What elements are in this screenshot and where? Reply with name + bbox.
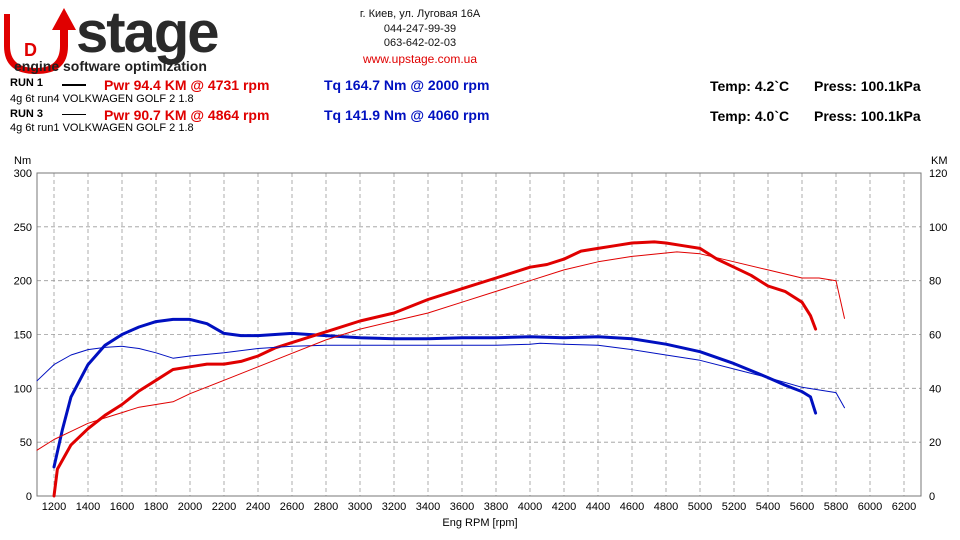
run1-description: 4g 6t run4 VOLKWAGEN GOLF 2 1.8 bbox=[10, 93, 194, 105]
run3-power-curve bbox=[36, 251, 845, 451]
run1-power-curve bbox=[52, 240, 818, 498]
run1-torque-curve bbox=[52, 317, 818, 469]
chart-grid bbox=[37, 172, 921, 497]
run3-temperature: Temp: 4.0`C bbox=[710, 108, 790, 124]
run3-line-swatch bbox=[62, 114, 86, 115]
run1-pressure: Press: 100.1kPa bbox=[814, 78, 921, 94]
x-tick-label: 5600 bbox=[790, 501, 814, 513]
y-axis-left-label: Nm bbox=[14, 155, 31, 167]
run3-description: 4g 6t run1 VOLKWAGEN GOLF 2 1.8 bbox=[10, 122, 194, 134]
y-right-tick-label: 120 bbox=[929, 168, 947, 180]
x-tick-label: 4800 bbox=[654, 501, 678, 513]
x-tick-label: 2400 bbox=[246, 501, 270, 513]
logo-u-arrow-icon bbox=[4, 8, 76, 74]
x-tick-label: 2600 bbox=[280, 501, 304, 513]
x-tick-label: 4600 bbox=[620, 501, 644, 513]
x-tick-label: 2000 bbox=[178, 501, 202, 513]
run3-power-summary: Pwr 90.7 KM @ 4864 rpm bbox=[104, 107, 270, 123]
logo-wordmark: stage bbox=[76, 2, 218, 65]
run3-torque-summary: Tq 141.9 Nm @ 4060 rpm bbox=[324, 107, 490, 123]
run1-temperature: Temp: 4.2`C bbox=[710, 78, 790, 94]
y-left-tick-label: 150 bbox=[14, 330, 32, 342]
contact-address: г. Киев, ул. Луговая 16А bbox=[359, 8, 481, 20]
x-tick-label: 3400 bbox=[416, 501, 440, 513]
y-right-tick-label: 40 bbox=[929, 383, 941, 395]
y-left-tick-label: 50 bbox=[20, 437, 32, 449]
x-tick-label: 1800 bbox=[144, 501, 168, 513]
run3-torque-curve bbox=[36, 342, 845, 409]
x-tick-label: 1200 bbox=[42, 501, 66, 513]
run3-pressure: Press: 100.1kPa bbox=[814, 108, 921, 124]
run1-power-summary: Pwr 94.4 KM @ 4731 rpm bbox=[104, 77, 270, 93]
run3-label: RUN 3 bbox=[10, 108, 44, 120]
x-axis-label: Eng RPM [rpm] bbox=[442, 517, 517, 529]
x-tick-label: 6000 bbox=[858, 501, 882, 513]
y-left-tick-label: 200 bbox=[14, 276, 32, 288]
y-right-tick-label: 60 bbox=[929, 330, 941, 342]
y-right-tick-label: 100 bbox=[929, 222, 947, 234]
x-tick-label: 6200 bbox=[892, 501, 916, 513]
x-tick-label: 5800 bbox=[824, 501, 848, 513]
run1-label: RUN 1 bbox=[10, 77, 44, 89]
y-left-tick-label: 100 bbox=[14, 383, 32, 395]
x-tick-label: 5200 bbox=[722, 501, 746, 513]
y-left-tick-label: 300 bbox=[14, 168, 32, 180]
x-tick-label: 4000 bbox=[518, 501, 542, 513]
x-tick-label: 3200 bbox=[382, 501, 406, 513]
run1-torque-summary: Tq 164.7 Nm @ 2000 rpm bbox=[324, 77, 490, 93]
y-right-tick-label: 80 bbox=[929, 276, 941, 288]
logo-tagline: engine software optimization bbox=[14, 58, 207, 74]
y-left-tick-label: 250 bbox=[14, 222, 32, 234]
y-left-tick-label: 0 bbox=[26, 491, 32, 503]
x-tick-label: 5400 bbox=[756, 501, 780, 513]
x-tick-label: 3800 bbox=[484, 501, 508, 513]
x-tick-label: 4200 bbox=[552, 501, 576, 513]
chart-curves bbox=[36, 240, 845, 498]
x-tick-label: 5000 bbox=[688, 501, 712, 513]
y-right-tick-label: 20 bbox=[929, 437, 941, 449]
contact-phone-2: 063-642-02-03 bbox=[383, 37, 457, 49]
y-axis-right-label: KM bbox=[931, 155, 948, 167]
x-tick-label: 3600 bbox=[450, 501, 474, 513]
x-tick-label: 4400 bbox=[586, 501, 610, 513]
y-right-tick-label: 0 bbox=[929, 491, 935, 503]
logo-d-letter: D bbox=[24, 40, 37, 60]
chart-ticks: 1200 1400 1600 1800 2000 2200 2400 2600 2800 3000… bbox=[14, 168, 948, 513]
plot-frame bbox=[36, 172, 922, 497]
x-tick-label: 2800 bbox=[314, 501, 338, 513]
x-tick-label: 1400 bbox=[76, 501, 100, 513]
upstage-logo: D stage engine software optimization bbox=[4, 2, 220, 74]
contact-website-link[interactable]: www.upstage.com.ua bbox=[362, 52, 478, 66]
x-tick-label: 3000 bbox=[348, 501, 372, 513]
x-tick-label: 2200 bbox=[212, 501, 236, 513]
run1-line-swatch bbox=[62, 84, 86, 86]
x-tick-label: 1600 bbox=[110, 501, 134, 513]
contact-phone-1: 044-247-99-39 bbox=[383, 23, 457, 35]
